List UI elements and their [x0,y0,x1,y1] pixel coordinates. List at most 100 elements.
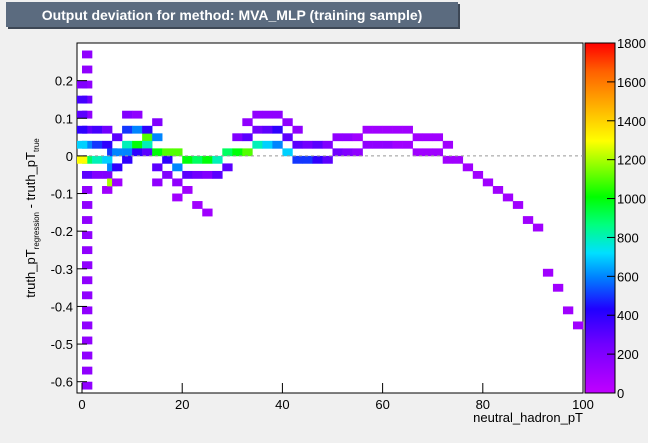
y-axis-title: truth_pTregression - truth_pTtrue [23,138,41,298]
heatmap-cell [82,186,93,194]
heatmap-cell [142,148,153,157]
heatmap-cell [222,148,233,157]
heatmap-cell [452,155,464,164]
heatmap-cell [112,133,123,142]
y-tick-label: -0.1 [51,187,73,202]
heatmap-cell [122,148,133,157]
heatmap-cell [412,133,423,142]
heatmap-cell [172,178,183,187]
heatmap-cell [82,381,93,390]
x-tick-label: 100 [572,397,594,412]
heatmap-cell [342,148,353,157]
heatmap-cell [312,155,323,164]
heatmap-cell [182,170,193,179]
heatmap-cell [77,95,88,104]
heatmap-cell [442,140,454,149]
heatmap-cell [82,261,93,270]
heatmap-cell [172,148,183,157]
x-axis-title: neutral_hadron_pT [473,410,583,425]
heatmap-cell [272,125,283,134]
color-scale-axis: 0 200 400 600 800 1000 1200 1400 1600 1800 [607,36,646,401]
heatmap-cell [82,366,93,375]
heatmap-cell [332,133,343,142]
heatmap-cell [232,133,243,142]
heatmap-cell [112,148,123,157]
heatmap-cell [402,140,413,149]
x-tick-label: 60 [375,397,389,412]
heatmap-cell [402,125,413,134]
z-tick-label: 1800 [617,36,646,51]
heatmap-cell [82,276,93,285]
y-axis: -0.6 -0.5 -0.4 -0.3 -0.2 -0.1 0 0.1 0.2 [51,74,87,390]
heatmap-cell [292,140,303,149]
heatmap-cell [292,125,303,134]
heatmap-cell [492,186,504,194]
y-tick-label: 0 [66,149,73,164]
heatmap-cell [212,155,223,164]
heatmap-cell [212,170,223,179]
heatmap-cell [92,125,103,134]
y-tick-label: -0.6 [51,375,73,390]
z-tick-label: 800 [617,230,639,245]
heatmap-cell [282,148,293,157]
heatmap-cell [162,170,173,179]
color-scale-bar [584,42,616,394]
heatmap-cell [352,148,363,157]
heatmap-cell [362,125,373,134]
heatmap-cell [252,125,263,134]
heatmap-cell [192,201,203,209]
chart-title: Output deviation for method: MVA_MLP (tr… [6,2,458,27]
heatmap-cell [432,133,444,142]
heatmap-cell [152,118,163,127]
heatmap-cell [82,291,93,300]
heatmap-cell [482,178,494,187]
heatmap-cell [122,140,133,149]
heatmap-cell [302,155,313,164]
heatmap-cells [77,50,584,390]
heatmap-cell [552,283,564,292]
plot-frame [76,42,584,394]
heatmap-cell [202,170,213,179]
heatmap-cell [472,170,484,179]
heatmap-cell [372,125,383,134]
heatmap-cell [242,133,253,142]
heatmap-cell [142,140,153,149]
heatmap-cell [132,110,143,119]
heatmap-cell [222,163,233,172]
heatmap-cell [262,140,273,149]
heatmap-cell [522,216,534,224]
heatmap-cell [422,133,433,142]
z-tick-label: 0 [617,386,624,401]
y-axis-title-mid: - truth_pT [23,152,38,212]
heatmap-cell [572,321,584,330]
heatmap-cell [262,110,273,119]
heatmap-cell [262,125,273,134]
heatmap-cell [92,170,103,179]
heatmap-cell [382,140,393,149]
heatmap-cell [92,155,103,164]
z-tick-label: 600 [617,269,639,284]
heatmap-cell [102,186,113,194]
y-tick-label: -0.4 [51,299,73,314]
heatmap-cell [82,351,93,360]
heatmap-cell [422,148,433,157]
heatmap-cell [272,140,283,149]
heatmap-cell [102,140,113,149]
heatmap-cell [242,148,253,157]
heatmap-cell [112,178,123,187]
y-tick-label: -0.5 [51,337,73,352]
z-tick-label: 1600 [617,75,646,90]
heatmap-cell [182,155,193,164]
y-tick-label: -0.2 [51,224,73,239]
heatmap-cell [122,125,133,134]
heatmap-cell [272,110,283,119]
heatmap-cell [282,118,293,127]
heatmap-cell [132,140,143,149]
heatmap-cell [77,140,88,149]
heatmap-cell [382,125,393,134]
heatmap-cell [322,140,333,149]
heatmap-cell [152,148,163,157]
heatmap-cell [352,133,363,142]
heatmap-cell [392,125,403,134]
